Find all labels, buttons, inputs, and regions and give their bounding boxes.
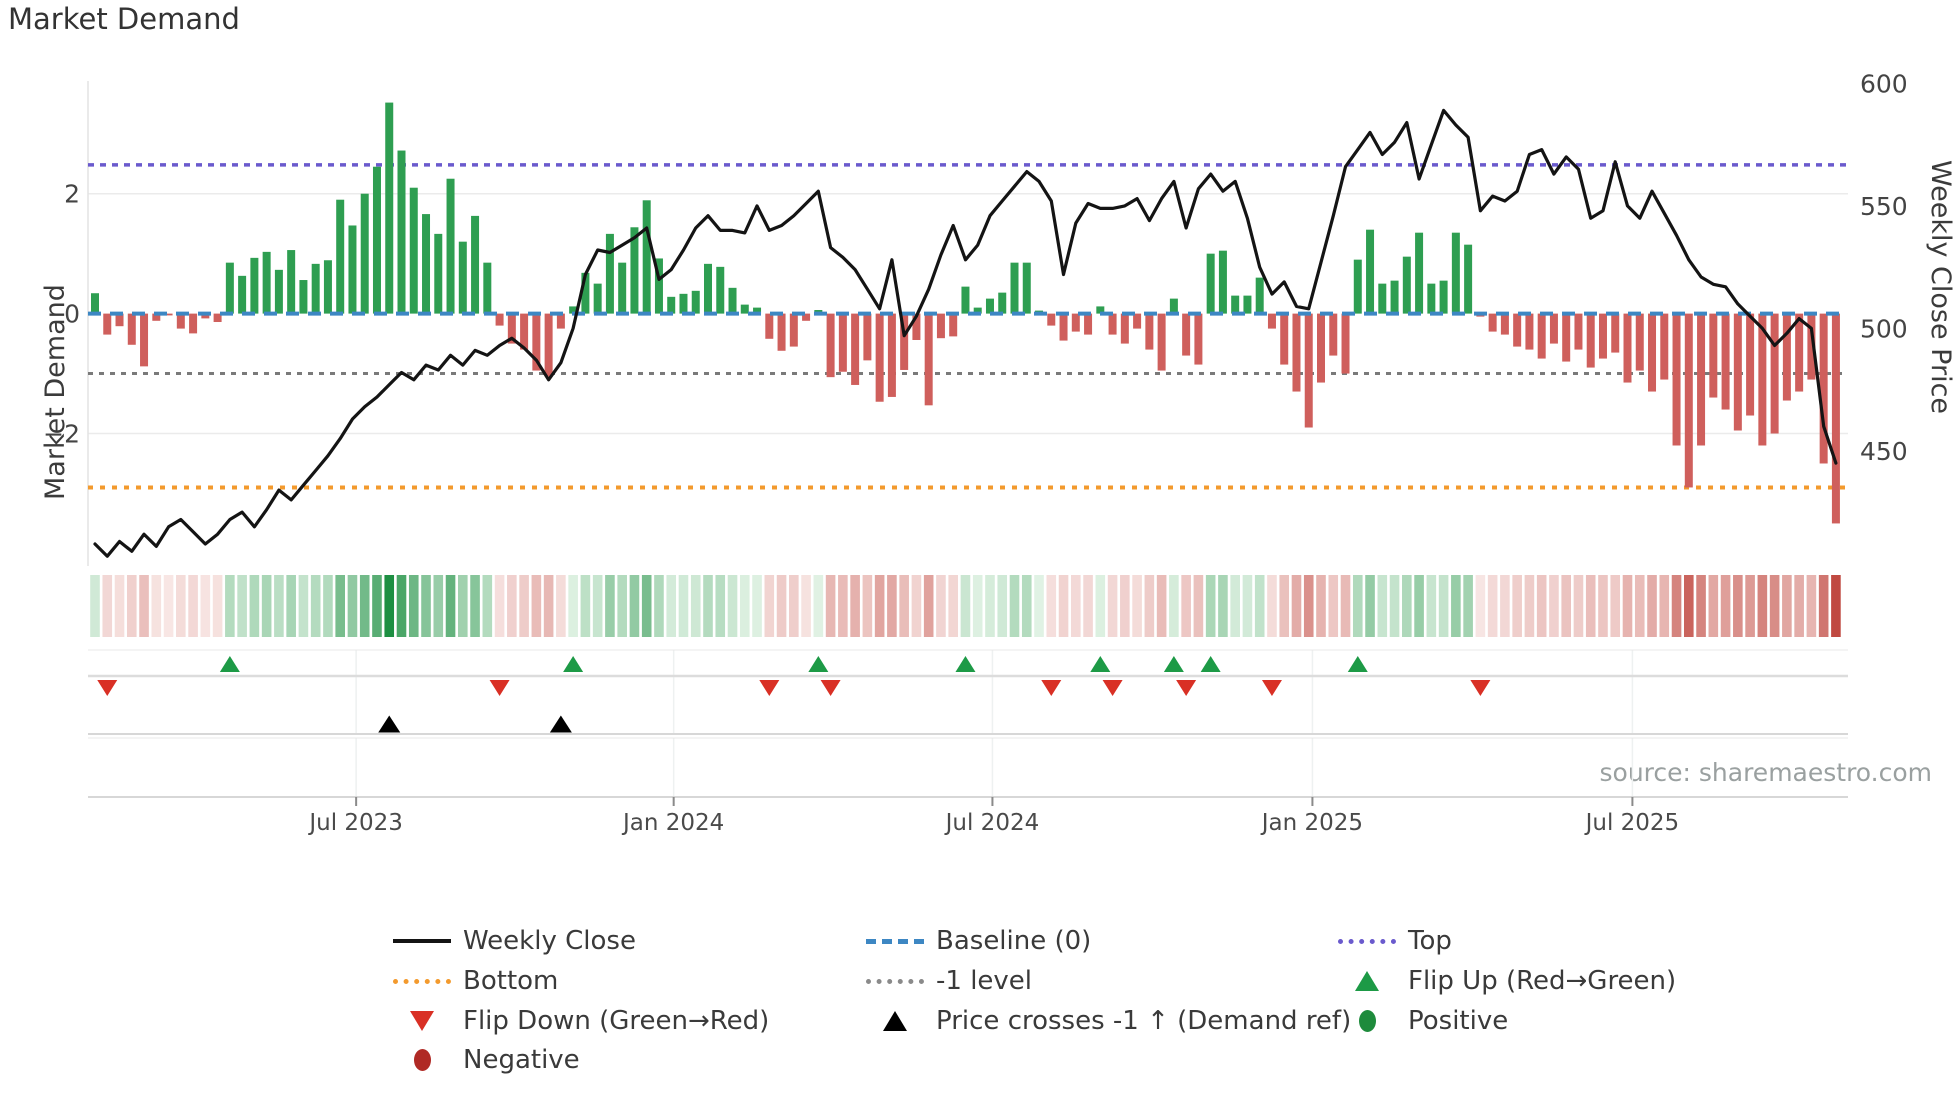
- dashed-blue-swatch-icon: [866, 938, 924, 944]
- flip-up-marker: [1090, 656, 1111, 672]
- flip-up-marker: [219, 656, 240, 672]
- svg-text:Jul 2025: Jul 2025: [1584, 810, 1680, 836]
- dotted-orange-swatch-icon: [393, 978, 451, 984]
- svg-text:Jan 2024: Jan 2024: [621, 810, 724, 836]
- triangle-up-green-icon: [1338, 971, 1396, 991]
- flip-down-marker: [820, 680, 841, 696]
- dotted-purple-swatch-icon: [1338, 938, 1396, 944]
- flip-down-marker: [1041, 680, 1062, 696]
- svg-text:2: 2: [64, 180, 80, 209]
- legend-item-flip-up: Flip Up (Red→Green): [1338, 964, 1676, 998]
- legend-item-flip-down: Flip Down (Green→Red): [393, 1004, 769, 1038]
- svg-text:Jul 2024: Jul 2024: [944, 810, 1040, 836]
- page-title: Market Demand: [8, 2, 240, 36]
- legend-item-price-crosses: Price crosses -1 ↑ (Demand ref): [866, 1004, 1351, 1038]
- legend-item-bottom: Bottom: [393, 964, 558, 998]
- svg-text:550: 550: [1860, 192, 1908, 221]
- svg-text:Jul 2023: Jul 2023: [307, 810, 403, 836]
- svg-text:0: 0: [64, 300, 80, 329]
- flip-down-marker: [1470, 680, 1491, 696]
- flip-up-marker: [1347, 656, 1368, 672]
- legend-item-negative: Negative: [393, 1043, 580, 1077]
- flip-up-marker: [1200, 656, 1221, 672]
- flip-up-marker: [808, 656, 829, 672]
- flip-down-marker: [489, 680, 510, 696]
- svg-text:Jan 2025: Jan 2025: [1260, 810, 1363, 836]
- flip-down-marker: [1102, 680, 1123, 696]
- flip-up-marker: [955, 656, 976, 672]
- svg-text:450: 450: [1860, 437, 1908, 466]
- legend-item-weekly-close: Weekly Close: [393, 924, 636, 958]
- flip-down-marker: [1261, 680, 1282, 696]
- svg-text:−2: −2: [43, 420, 80, 449]
- svg-text:600: 600: [1860, 69, 1908, 98]
- demand-heat-strip: [90, 575, 1841, 637]
- legend-item-top: Top: [1338, 924, 1452, 958]
- legend-item-minus-one-level: -1 level: [866, 964, 1032, 998]
- circle-green-icon: [1338, 1010, 1396, 1032]
- source-watermark: source: sharemaestro.com: [1599, 758, 1933, 787]
- flip-up-marker: [1163, 656, 1184, 672]
- line-swatch-icon: [393, 939, 451, 943]
- flip-down-marker: [97, 680, 118, 696]
- flip-down-marker: [1176, 680, 1197, 696]
- demand-bars: [91, 102, 1840, 524]
- price-cross-marker: [549, 715, 572, 733]
- triangle-up-black-icon: [866, 1011, 924, 1031]
- legend-item-positive: Positive: [1338, 1004, 1508, 1038]
- price-cross-marker: [378, 715, 401, 733]
- circle-darkred-icon: [393, 1049, 451, 1071]
- legend-item-baseline: Baseline (0): [866, 924, 1091, 958]
- weekly-close-line: [93, 108, 1838, 558]
- flip-up-marker: [563, 656, 584, 672]
- dotted-gray-swatch-icon: [866, 978, 924, 984]
- triangle-down-red-icon: [393, 1011, 451, 1031]
- flip-down-marker: [759, 680, 780, 696]
- svg-text:500: 500: [1860, 314, 1908, 343]
